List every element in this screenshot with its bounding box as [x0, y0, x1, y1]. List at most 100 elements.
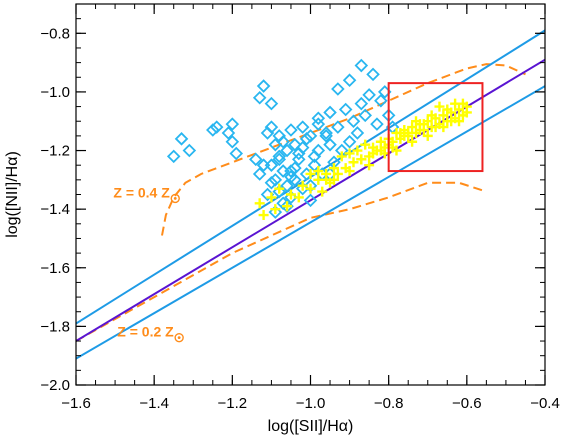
diamond-point — [256, 79, 271, 93]
diamond-point — [354, 58, 369, 73]
x-tick-label: −1.2 — [218, 395, 248, 412]
model-label: Z = 0.4 Z — [113, 184, 170, 200]
model-label: Z = 0.2 Z — [117, 324, 174, 340]
plus-point — [364, 160, 375, 171]
diamond-point — [256, 158, 271, 172]
diamond-point — [350, 126, 365, 140]
plus-point — [305, 183, 316, 194]
model-tracks — [76, 63, 526, 342]
diamond-point — [182, 143, 197, 158]
plus-point — [266, 192, 277, 203]
plus-point — [368, 148, 379, 159]
plus-point — [336, 151, 347, 162]
diamond-point — [252, 91, 267, 105]
plus-point — [305, 168, 316, 179]
plus-point — [254, 198, 265, 209]
diamond-point — [358, 108, 372, 123]
y-tick-label: −1.4 — [40, 201, 70, 218]
diamond-point — [225, 117, 240, 131]
plus-point — [332, 168, 343, 179]
diamond-point — [284, 170, 298, 184]
diamond-point — [370, 117, 384, 131]
diamond-point — [366, 67, 380, 82]
y-tick-label: −1.8 — [40, 318, 70, 335]
diamond-point — [362, 88, 376, 102]
y-tick-label: −0.8 — [40, 25, 70, 42]
plus-point — [411, 116, 422, 127]
plus-point — [414, 125, 425, 136]
diamond-point — [292, 152, 306, 167]
x-tick-label: −1.0 — [296, 395, 326, 412]
diamond-point — [331, 120, 345, 134]
plus-point — [407, 122, 418, 133]
plus-point — [360, 139, 371, 150]
plus-point — [282, 201, 293, 212]
x-tick-label: −1.6 — [61, 395, 91, 412]
axis-ticks: −1.6 −1.4 −1.2 −1.0 −0.8 −0.6 −0.4 −2.0 −1.8 −1.6… — [40, 3, 560, 412]
diamond-point — [280, 143, 294, 158]
plus-point — [328, 163, 339, 174]
selection-box-group — [387, 82, 484, 173]
diamond-point — [311, 111, 326, 126]
y-tick-label: −1.6 — [40, 260, 70, 277]
plus-point — [321, 174, 332, 185]
model-track-low — [76, 181, 487, 342]
diamond-point — [338, 102, 353, 117]
plus-point — [461, 101, 472, 112]
y-tick-label: −1.0 — [40, 84, 70, 101]
plus-point — [426, 110, 437, 121]
lower-bound-line — [76, 85, 545, 360]
plus-point — [418, 119, 429, 130]
solar-symbol-dot — [173, 197, 177, 200]
plus-point — [293, 192, 304, 203]
plus-point — [313, 166, 324, 177]
plus-point — [270, 204, 281, 215]
plus-point — [285, 189, 296, 200]
plus-point — [403, 127, 414, 138]
diamond-point — [276, 134, 290, 149]
plus-point — [375, 136, 386, 147]
plus-point — [352, 145, 363, 156]
plus-point — [317, 186, 328, 197]
diamond-point — [221, 126, 236, 140]
diamond-point — [288, 173, 302, 187]
x-axis-title: log([SII]/Hα) — [268, 418, 354, 435]
plus-series — [254, 98, 472, 221]
plus-point — [407, 136, 418, 147]
diamond-point — [272, 149, 287, 164]
x-tick-label: −0.6 — [452, 395, 482, 412]
diamond-point — [288, 161, 302, 175]
plus-point — [454, 116, 465, 127]
plus-point — [438, 110, 449, 121]
plus-point — [450, 98, 461, 109]
diamond-point — [311, 117, 326, 131]
diamond-point — [229, 146, 244, 161]
diamond-point — [323, 137, 337, 152]
diamond-point — [299, 132, 314, 146]
plus-point — [297, 180, 308, 191]
diamond-point — [288, 137, 302, 152]
diamond-point — [342, 73, 357, 87]
diamond-point — [342, 134, 357, 149]
plus-point — [438, 122, 449, 133]
plus-point — [274, 183, 285, 194]
plus-point — [258, 210, 269, 221]
x-tick-label: −0.8 — [374, 395, 404, 412]
solar-symbol-icon — [174, 332, 184, 343]
diamond-point — [284, 123, 298, 137]
model-track-high — [161, 63, 526, 236]
plus-point — [344, 166, 355, 177]
plus-point — [434, 101, 445, 112]
diamond-point — [252, 167, 267, 181]
selection-box — [387, 82, 484, 173]
y-tick-label: −2.0 — [40, 377, 70, 394]
plus-point — [422, 130, 433, 141]
diamond-point — [303, 193, 318, 208]
diamond-point — [174, 132, 189, 146]
plus-point — [348, 157, 359, 168]
x-tick-label: −0.4 — [530, 395, 560, 412]
y-tick-label: −1.2 — [40, 143, 70, 160]
diamond-point — [331, 82, 345, 96]
diamond-point — [225, 134, 240, 149]
